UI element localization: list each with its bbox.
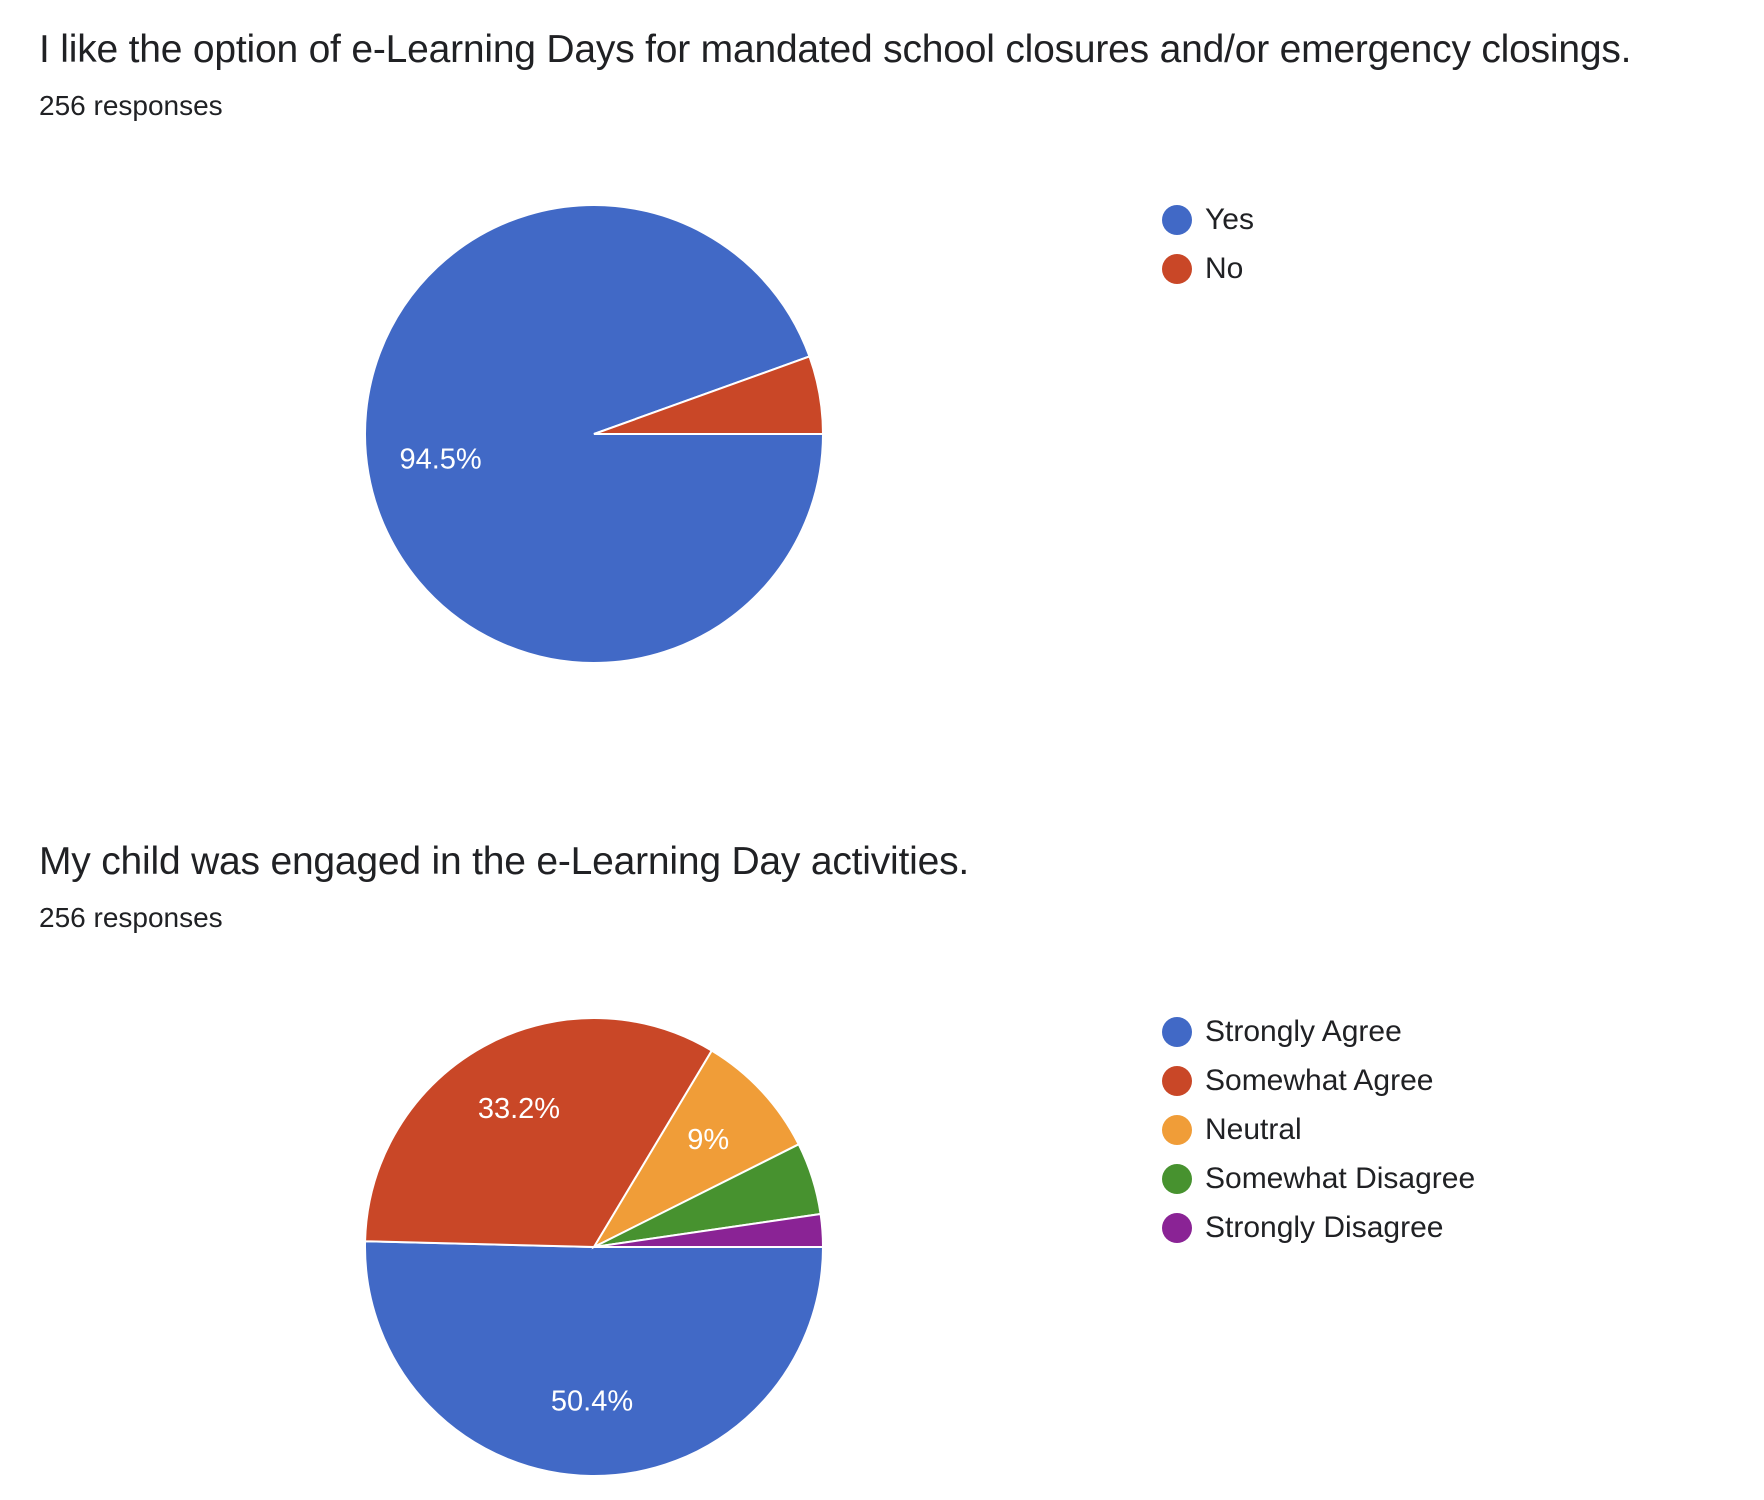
legend-label: Yes (1205, 203, 1254, 237)
legend-dot-icon (1162, 1163, 1192, 1194)
chart-2-data-label: 50.4% (551, 1385, 633, 1417)
legend-dot-icon (1162, 1212, 1192, 1243)
legend-label: No (1205, 252, 1244, 286)
chart-2-slice-neutral (591, 1049, 801, 1250)
chart-2-data-label: 33.2% (478, 1093, 560, 1125)
chart-1-data-label: 94.5% (399, 443, 481, 475)
legend-dot-icon (1162, 1114, 1192, 1145)
chart-1-legend: Yes No (1162, 196, 1254, 294)
legend-dot-icon (1162, 254, 1192, 285)
legend-item: Neutral (1162, 1106, 1475, 1155)
legend-item: Yes (1162, 196, 1254, 245)
legend-item: Strongly Agree (1162, 1008, 1475, 1057)
legend-dot-icon (1162, 1066, 1192, 1097)
chart-2-response-count: 256 responses (39, 902, 223, 933)
chart-2-title: My child was engaged in the e-Learning D… (39, 840, 970, 883)
legend-dot-icon (1162, 1017, 1192, 1048)
legend-label: Strongly Disagree (1205, 1210, 1444, 1244)
chart-2-slice-strongly-agree (364, 1240, 825, 1477)
chart-2-slice-somewhat-agree (364, 1017, 714, 1249)
legend-item: Somewhat Disagree (1162, 1154, 1475, 1203)
chart-1-response-count: 256 responses (39, 90, 223, 121)
chart-2-legend: Strongly Agree Somewhat Agree Neutral Somew… (1162, 1008, 1475, 1252)
legend-label: Neutral (1205, 1112, 1302, 1146)
chart-1-slice-no (593, 355, 825, 435)
legend-label: Somewhat Agree (1205, 1064, 1434, 1098)
legend-item: Somewhat Agree (1162, 1057, 1475, 1106)
legend-item: Strongly Disagree (1162, 1203, 1475, 1252)
chart-2-data-label: 9% (687, 1124, 729, 1156)
chart-2-slice-strongly-disagree (593, 1212, 825, 1248)
legend-label: Strongly Agree (1205, 1015, 1402, 1049)
chart-1-title: I like the option of e-Learning Days for… (39, 28, 1632, 71)
legend-item: No (1162, 245, 1254, 294)
legend-dot-icon (1162, 205, 1192, 236)
legend-label: Somewhat Disagree (1205, 1161, 1476, 1195)
